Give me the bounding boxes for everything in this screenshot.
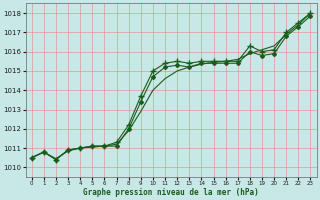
X-axis label: Graphe pression niveau de la mer (hPa): Graphe pression niveau de la mer (hPa) <box>83 188 259 197</box>
